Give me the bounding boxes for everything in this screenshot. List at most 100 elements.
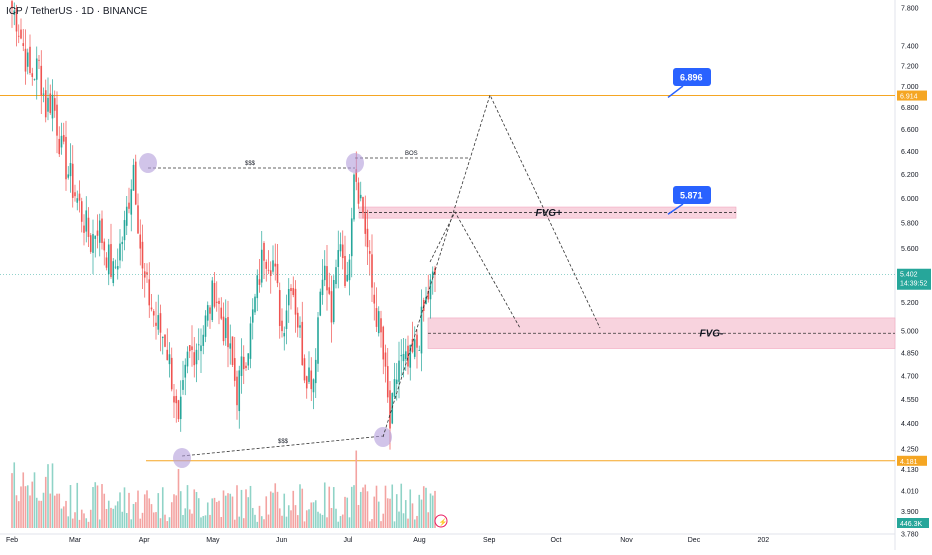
y-tick-label: 3.900 <box>901 509 919 516</box>
volume-bar <box>67 516 70 528</box>
candle-body <box>58 138 61 155</box>
volume-tag <box>897 518 929 528</box>
volume-bar <box>249 485 252 528</box>
volume-bar <box>13 462 16 528</box>
volume-bar <box>254 514 256 528</box>
volume-bar <box>125 513 128 528</box>
volume-bar <box>76 482 79 528</box>
volume-bar <box>337 521 340 528</box>
volume-bar <box>17 501 20 528</box>
candle-body <box>359 194 362 199</box>
volume-bar <box>130 519 133 528</box>
volume-bar <box>87 521 90 528</box>
volume-bar <box>148 498 151 528</box>
candle-body <box>317 317 319 364</box>
candle-body <box>231 336 234 365</box>
candle-body <box>42 93 45 95</box>
candle-body <box>357 182 360 204</box>
candle-body <box>420 306 423 354</box>
volume-bar <box>56 493 58 528</box>
volume-bar <box>139 518 142 528</box>
candle-body <box>427 290 430 300</box>
candle-body <box>303 358 306 381</box>
volume-bar <box>116 501 119 528</box>
candle-body <box>332 280 335 323</box>
candle-body <box>292 288 295 295</box>
candle-body <box>168 354 171 365</box>
volume-bar <box>11 473 13 528</box>
candle-body <box>40 65 43 96</box>
candle-body <box>33 79 36 80</box>
candle-body <box>326 266 328 291</box>
volume-bar <box>49 493 52 528</box>
candle-body <box>249 323 252 359</box>
candle-body <box>139 234 142 249</box>
candle-body <box>60 135 63 148</box>
volume-bar <box>195 491 198 528</box>
y-tick-label: 4.250 <box>901 446 919 453</box>
candle-body <box>128 202 130 209</box>
volume-bar <box>197 498 200 528</box>
volume-bar <box>146 490 148 528</box>
candle-body <box>170 357 173 390</box>
candle-body <box>71 163 74 198</box>
volume-bar <box>132 503 135 528</box>
volume-bar <box>200 517 202 528</box>
candle-body <box>215 301 218 303</box>
volume-bar <box>186 485 189 528</box>
projection-alt <box>429 211 521 329</box>
candle-body <box>222 316 225 342</box>
volume-bar <box>42 492 45 528</box>
volume-bar <box>161 487 164 528</box>
candle-body <box>404 351 407 360</box>
candle-body <box>321 279 324 296</box>
volume-bar <box>83 513 85 528</box>
candle-body <box>123 220 126 241</box>
volume-bar <box>35 497 38 528</box>
candle-body <box>425 296 427 305</box>
lightning-icon <box>434 514 448 528</box>
volume-bar <box>89 509 92 528</box>
projection-main <box>382 93 601 438</box>
candle-body <box>413 339 416 357</box>
volume-bar <box>15 495 18 528</box>
volume-bar <box>326 517 328 528</box>
volume-bar <box>245 489 247 528</box>
candle-body <box>98 220 101 243</box>
candle-body <box>177 400 180 420</box>
candle-body <box>256 275 259 299</box>
volume-bar <box>389 498 391 528</box>
callout-box <box>673 68 711 86</box>
candle-body <box>112 261 115 284</box>
candle-body <box>87 217 90 237</box>
volume-bar <box>251 507 254 528</box>
candle-body <box>204 315 207 337</box>
candle-body <box>24 48 27 72</box>
volume-bar <box>391 484 394 528</box>
callout-label: 6.896 <box>680 73 703 83</box>
volume-bar <box>278 508 281 528</box>
volume-bar <box>350 486 353 528</box>
candle-body <box>319 291 322 316</box>
y-tick-label: 5.000 <box>901 328 919 335</box>
x-tick-label: 202 <box>758 537 770 544</box>
level-price-tag <box>897 455 927 466</box>
liquidity-marker <box>139 153 157 173</box>
volume-bar <box>416 515 418 528</box>
candle-body <box>96 230 99 236</box>
candle-body <box>245 365 247 368</box>
candle-body <box>155 322 157 326</box>
y-tick-label: 4.700 <box>901 373 919 380</box>
y-tick-label: 7.000 <box>901 84 919 91</box>
candle-body <box>22 43 25 46</box>
volume-bar <box>319 513 322 528</box>
candle-body <box>339 244 342 252</box>
volume-bar <box>168 517 171 528</box>
volume-bar <box>341 514 344 528</box>
x-tick-label: May <box>206 537 220 544</box>
candle-body <box>62 135 65 142</box>
volume-bar <box>332 487 335 528</box>
volume-bar <box>364 484 367 528</box>
candle-body <box>35 58 38 80</box>
